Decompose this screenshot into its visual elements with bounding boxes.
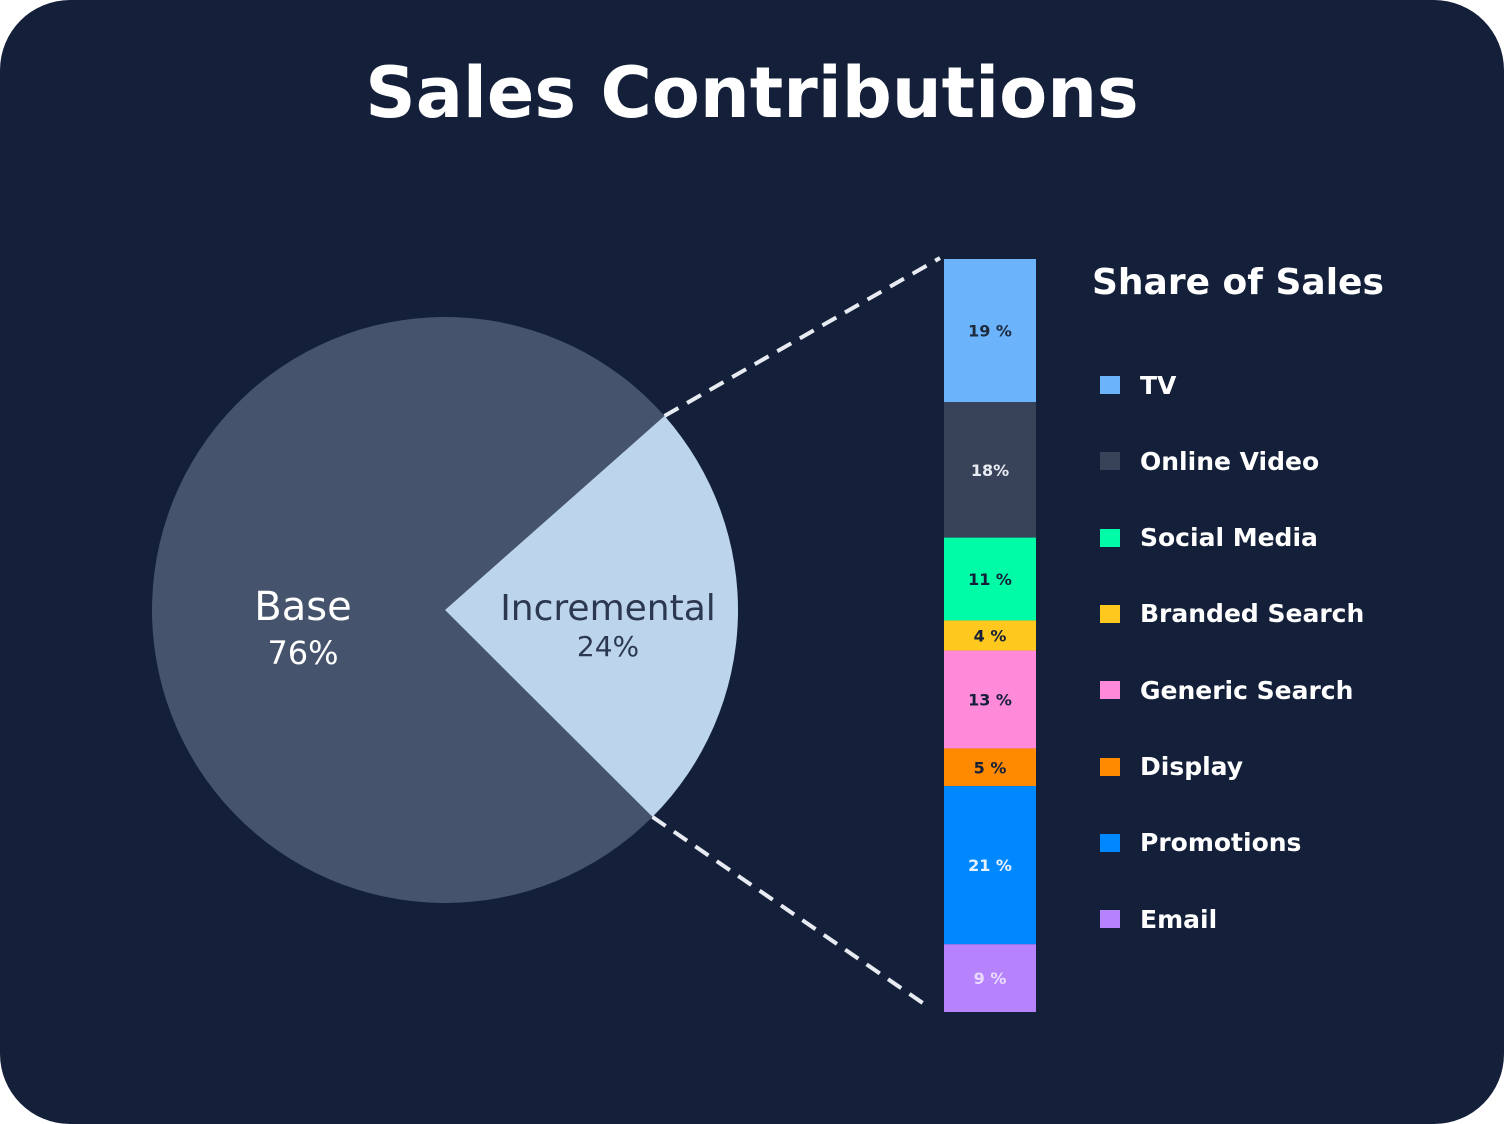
- chart-title: Sales Contributions: [365, 52, 1139, 134]
- legend-swatch: [1100, 528, 1120, 547]
- legend-label: Branded Search: [1140, 599, 1365, 629]
- legend-item: Online Video: [1100, 446, 1319, 476]
- bar-value-label: 19 %: [968, 322, 1012, 341]
- legend-item: Promotions: [1100, 828, 1301, 858]
- bar-segment-branded-search: [944, 620, 1036, 651]
- bar-value-label: 13 %: [968, 691, 1012, 710]
- legend-item: Social Media: [1100, 523, 1318, 553]
- connector-line-top: [663, 256, 941, 418]
- legend-label: TV: [1140, 370, 1177, 400]
- bar-value-label: 4 %: [974, 627, 1007, 646]
- legend-item: Generic Search: [1100, 675, 1353, 705]
- legend-label: Online Video: [1140, 446, 1320, 476]
- bar-segment-promotions: [944, 786, 1036, 945]
- pie-slice-base: [152, 316, 665, 903]
- connector-line-bottom: [651, 815, 932, 1010]
- legend-swatch: [1100, 452, 1120, 471]
- legend-swatch: [1100, 376, 1120, 394]
- legend-swatch: [1100, 681, 1120, 700]
- bar-segment-tv: [944, 259, 1036, 403]
- bar-segment-display: [944, 748, 1036, 787]
- bar-value-label: 5 %: [974, 758, 1007, 777]
- legend-item: TV: [1100, 370, 1176, 400]
- pie-slice-incremental: [445, 415, 739, 817]
- pie-value-label: 76%: [267, 634, 338, 672]
- bar-value-label: 11 %: [968, 570, 1012, 589]
- legend-swatch: [1100, 910, 1120, 929]
- legend-title: Share of Sales: [1092, 262, 1384, 303]
- legend-label: Generic Search: [1140, 675, 1354, 705]
- pie-label: Incremental: [500, 588, 716, 629]
- bar-value-label: 18%: [971, 461, 1009, 480]
- pie-label: Base: [254, 584, 351, 630]
- legend-label: Email: [1140, 904, 1218, 934]
- legend-swatch: [1100, 757, 1120, 776]
- legend-item: Email: [1100, 904, 1217, 934]
- legend-label: Social Media: [1140, 523, 1318, 553]
- legend-item: Branded Search: [1100, 599, 1364, 629]
- bar-segment-social-media: [944, 537, 1036, 621]
- legend-label: Display: [1140, 752, 1244, 781]
- bar-segment-generic-search: [944, 650, 1036, 749]
- legend-label: Promotions: [1140, 828, 1302, 858]
- legend-swatch: [1100, 604, 1120, 623]
- legend-item: Display: [1100, 752, 1243, 782]
- pie-value-label: 24%: [577, 630, 639, 663]
- legend-swatch: [1100, 833, 1120, 852]
- bar-value-label: 21 %: [968, 856, 1012, 875]
- bar-segment-email: [944, 944, 1036, 1012]
- bar-value-label: 9 %: [974, 969, 1007, 988]
- bar-segment-online-video: [944, 402, 1036, 538]
